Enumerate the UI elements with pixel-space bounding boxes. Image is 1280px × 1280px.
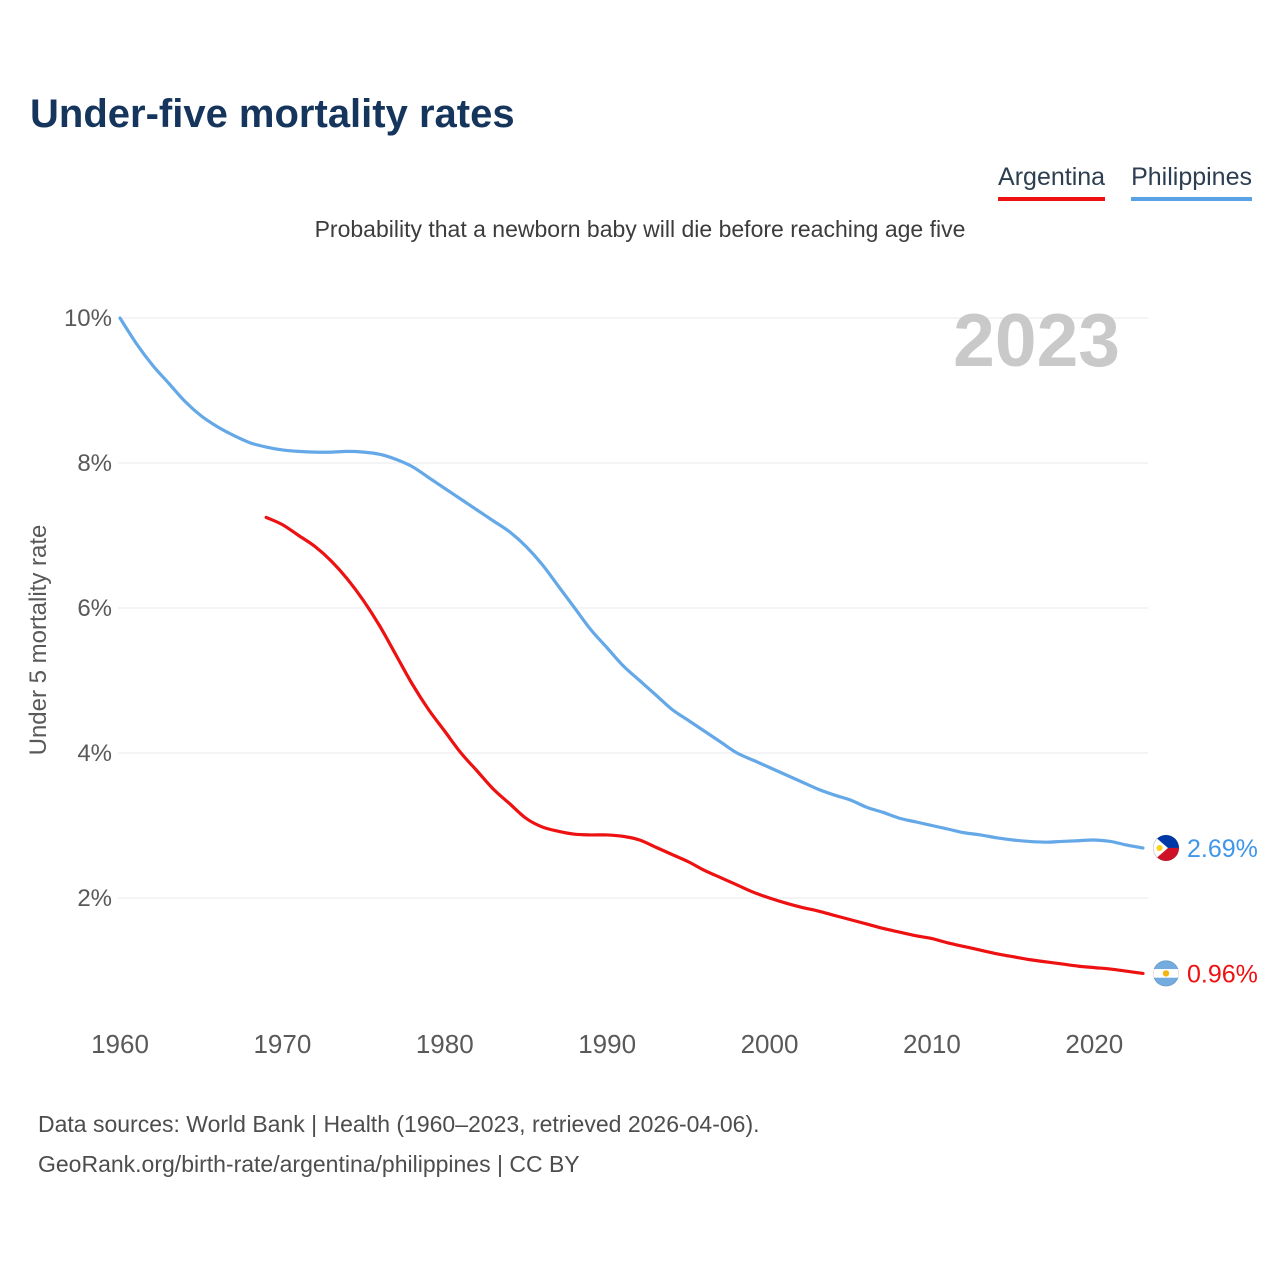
- footer: Data sources: World Bank | Health (1960–…: [38, 1104, 760, 1184]
- x-tick-label: 2010: [903, 1029, 961, 1059]
- philippines-flag-border: [1152, 834, 1180, 862]
- page-title: Under-five mortality rates: [30, 92, 515, 136]
- legend-item-argentina[interactable]: Argentina: [998, 163, 1106, 201]
- series-line-philippines: [118, 316, 1145, 850]
- footer-attribution: GeoRank.org/birth-rate/argentina/philipp…: [38, 1151, 580, 1177]
- x-tick-label: 1990: [578, 1029, 636, 1059]
- legend-item-philippines[interactable]: Philippines: [1131, 163, 1252, 201]
- end-value-label-argentina: 0.96%: [1187, 960, 1258, 988]
- x-tick-label: 2020: [1065, 1029, 1123, 1059]
- y-tick-label: 8%: [77, 450, 112, 477]
- chart-subtitle: Probability that a newborn baby will die…: [314, 216, 966, 242]
- x-tick-label: 2000: [741, 1029, 799, 1059]
- end-value-label-philippines: 2.69%: [1187, 835, 1258, 863]
- x-tick-label: 1970: [253, 1029, 311, 1059]
- year-watermark: 2023: [953, 298, 1120, 382]
- x-tick-label: 1980: [416, 1029, 474, 1059]
- y-tick-label: 10%: [64, 305, 112, 332]
- argentina-flag-border: [1152, 960, 1180, 987]
- philippines-flag-icon: [1153, 834, 1179, 861]
- y-tick-label: 4%: [77, 740, 112, 767]
- y-tick-label: 2%: [77, 885, 112, 912]
- footer-sources: Data sources: World Bank | Health (1960–…: [38, 1111, 760, 1137]
- x-tick-label: 1960: [91, 1029, 149, 1059]
- y-axis-title: Under 5 mortality rate: [25, 525, 52, 756]
- legend: Argentina Philippines: [998, 163, 1252, 201]
- y-tick-label: 6%: [77, 595, 112, 622]
- argentina-flag-icon: [1153, 960, 1179, 987]
- series-line-argentina: [264, 515, 1145, 975]
